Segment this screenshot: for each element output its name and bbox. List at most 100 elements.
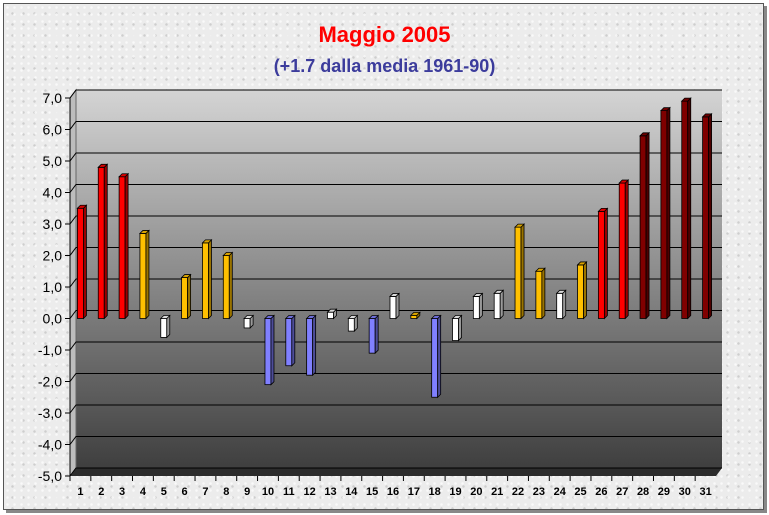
y-tick-label: -2,0 [38, 374, 62, 390]
bar-top [368, 315, 380, 319]
bar-top [597, 207, 609, 212]
bar-side [624, 179, 629, 320]
bar-front [681, 100, 689, 319]
bar [409, 311, 421, 320]
bar-side [145, 229, 150, 320]
bar-side [187, 273, 192, 320]
bar-side [103, 163, 108, 320]
bar-top [409, 311, 421, 316]
bar [472, 292, 484, 320]
bar-top [493, 289, 505, 294]
gridline [69, 310, 722, 319]
bar-top [618, 179, 630, 184]
bar-top [284, 315, 296, 319]
gridline [69, 247, 722, 256]
bar [118, 172, 130, 320]
bar-side [708, 112, 712, 320]
bar-side [228, 251, 233, 320]
y-tick-label: 5,0 [43, 153, 63, 169]
bar-side [583, 260, 587, 320]
bar-front [139, 233, 147, 319]
gridline [69, 467, 722, 477]
x-tick-label: 13 [324, 486, 336, 498]
bar [222, 251, 234, 320]
bar-top [430, 315, 442, 319]
x-tick-label: 12 [304, 486, 316, 498]
y-tick-label: -4,0 [38, 437, 62, 453]
gridline [69, 121, 722, 130]
x-tick-label: 22 [512, 486, 524, 498]
bar-front [97, 166, 105, 319]
x-tick-label: 23 [533, 486, 545, 498]
gridline [69, 184, 722, 193]
bar-front [514, 226, 522, 319]
bar-side [312, 314, 317, 377]
bar-top [118, 173, 130, 178]
bar [264, 314, 275, 386]
y-tick-label: 1,0 [43, 279, 63, 295]
bar [514, 223, 525, 320]
gridline [69, 341, 722, 351]
x-tick-label: 17 [408, 486, 420, 498]
gridline [69, 152, 722, 162]
bar-front [431, 318, 439, 398]
bar [368, 314, 380, 355]
y-tick-label: 6,0 [43, 122, 63, 138]
gridline [69, 215, 722, 225]
bar-top [305, 315, 317, 319]
bar-front [118, 176, 126, 319]
gridline [69, 278, 722, 288]
bar-top [326, 308, 338, 313]
x-tick-label: 28 [637, 486, 649, 498]
bar-side [395, 292, 400, 320]
x-tick-label: 18 [429, 486, 441, 498]
x-tick-label: 29 [658, 486, 670, 498]
bar-top [222, 252, 234, 256]
x-tick-label: 4 [140, 486, 147, 498]
bar [347, 314, 359, 333]
bar-front [556, 292, 564, 319]
bar [284, 314, 296, 367]
x-tick-label: 1 [77, 486, 83, 498]
bar-front [410, 314, 418, 319]
x-tick-label: 26 [595, 486, 607, 498]
x-tick-label: 16 [387, 486, 399, 498]
bar-top [264, 315, 275, 319]
bar [451, 314, 463, 342]
bar-top [76, 204, 88, 209]
x-tick-label: 30 [679, 486, 691, 498]
y-tick-label: 3,0 [43, 216, 63, 232]
x-tick-label: 6 [182, 486, 188, 498]
bar [534, 267, 546, 320]
bar-front [181, 277, 189, 319]
bar-side [270, 314, 275, 386]
x-tick-label: 25 [574, 486, 586, 498]
y-tick-label: 4,0 [43, 185, 63, 201]
y-tick-label: 2,0 [43, 248, 63, 264]
bar-top [680, 97, 692, 102]
gridline [69, 373, 722, 382]
bar-side [603, 207, 608, 320]
x-tick-label: 10 [262, 486, 274, 498]
x-tick-label: 9 [244, 486, 250, 498]
chart-subtitle: (+1.7 dalla media 1961-90) [273, 56, 496, 76]
x-tick-label: 19 [449, 486, 461, 498]
x-tick-label: 27 [616, 486, 628, 498]
bar-front [160, 318, 168, 338]
bar-side [124, 172, 129, 320]
y-tick-label: 0,0 [43, 311, 63, 327]
bar-side [291, 314, 296, 367]
bar-front [243, 318, 251, 329]
bar-side [541, 267, 546, 320]
bar-front [347, 318, 355, 332]
x-tick-label: 31 [699, 486, 711, 498]
bar-top [159, 315, 171, 319]
bar-side [166, 314, 171, 339]
bar-front [493, 292, 501, 319]
x-tick-label: 5 [161, 486, 167, 498]
bar-side [499, 289, 504, 320]
bar [597, 207, 609, 320]
bar-front [306, 318, 314, 376]
bar-front [597, 210, 605, 319]
bar-front [472, 296, 480, 319]
